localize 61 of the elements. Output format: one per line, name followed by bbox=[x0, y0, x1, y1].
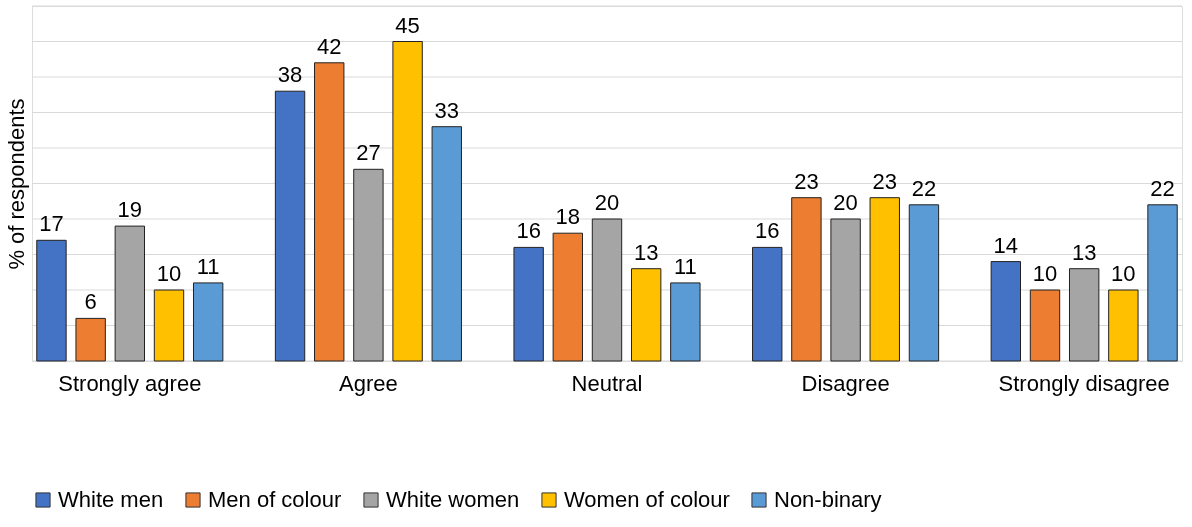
bar bbox=[552, 232, 584, 362]
bar bbox=[392, 41, 423, 362]
legend-label: White women bbox=[386, 487, 520, 512]
bar bbox=[630, 268, 662, 362]
bar bbox=[314, 62, 345, 362]
data-label: 20 bbox=[594, 190, 620, 215]
bar bbox=[869, 197, 900, 362]
legend-label: Men of colour bbox=[208, 487, 342, 512]
data-label: 10 bbox=[156, 261, 182, 286]
data-label: 23 bbox=[794, 168, 819, 194]
data-label: 11 bbox=[196, 253, 220, 279]
data-label: 22 bbox=[911, 175, 937, 201]
data-label: 27 bbox=[356, 140, 381, 166]
data-label: 19 bbox=[117, 197, 143, 223]
data-label: 17 bbox=[39, 211, 64, 237]
data-label: 11 bbox=[673, 253, 697, 279]
data-label: 13 bbox=[633, 239, 659, 265]
data-label: 33 bbox=[434, 97, 460, 123]
data-label: 42 bbox=[316, 33, 342, 59]
y-axis-title: % of respondents bbox=[3, 98, 29, 270]
bar bbox=[1147, 204, 1178, 362]
data-label: 20 bbox=[833, 190, 858, 215]
x-tick-label: Strongly disagree bbox=[998, 370, 1170, 396]
legend-label: Non-binary bbox=[774, 487, 882, 512]
x-tick-label: Agree bbox=[339, 370, 398, 396]
data-label: 45 bbox=[395, 12, 420, 38]
data-label: 14 bbox=[993, 232, 1019, 258]
legend-label: Women of colour bbox=[564, 487, 730, 512]
bar bbox=[670, 282, 701, 362]
bar bbox=[1068, 268, 1100, 362]
data-label: 38 bbox=[277, 62, 303, 88]
data-label: 13 bbox=[1071, 239, 1097, 265]
data-label: 6 bbox=[84, 289, 97, 315]
bar bbox=[1029, 289, 1061, 362]
bar bbox=[830, 218, 861, 362]
data-label: 10 bbox=[1032, 261, 1058, 286]
bar bbox=[513, 246, 544, 362]
bar bbox=[1108, 289, 1139, 362]
data-label: 16 bbox=[754, 218, 780, 244]
x-tick-label: Strongly agree bbox=[58, 370, 202, 396]
bar bbox=[353, 168, 384, 362]
data-label: 10 bbox=[1111, 261, 1136, 286]
bar bbox=[591, 218, 623, 362]
data-label: 23 bbox=[872, 168, 898, 194]
data-label: 16 bbox=[516, 218, 541, 244]
bar bbox=[431, 126, 462, 362]
bar bbox=[752, 246, 783, 362]
bar bbox=[192, 282, 224, 362]
bar bbox=[908, 204, 940, 362]
bar bbox=[153, 289, 185, 362]
data-label: 22 bbox=[1150, 175, 1175, 201]
x-tick-label: Neutral bbox=[571, 370, 643, 396]
x-tick-label: Disagree bbox=[801, 370, 890, 396]
bar bbox=[990, 261, 1022, 362]
legend-label: White men bbox=[58, 487, 164, 512]
bar bbox=[114, 225, 146, 362]
bar bbox=[36, 239, 67, 362]
bar bbox=[75, 317, 106, 362]
bar bbox=[274, 90, 306, 362]
bar bbox=[791, 197, 822, 362]
data-label: 18 bbox=[555, 204, 581, 230]
